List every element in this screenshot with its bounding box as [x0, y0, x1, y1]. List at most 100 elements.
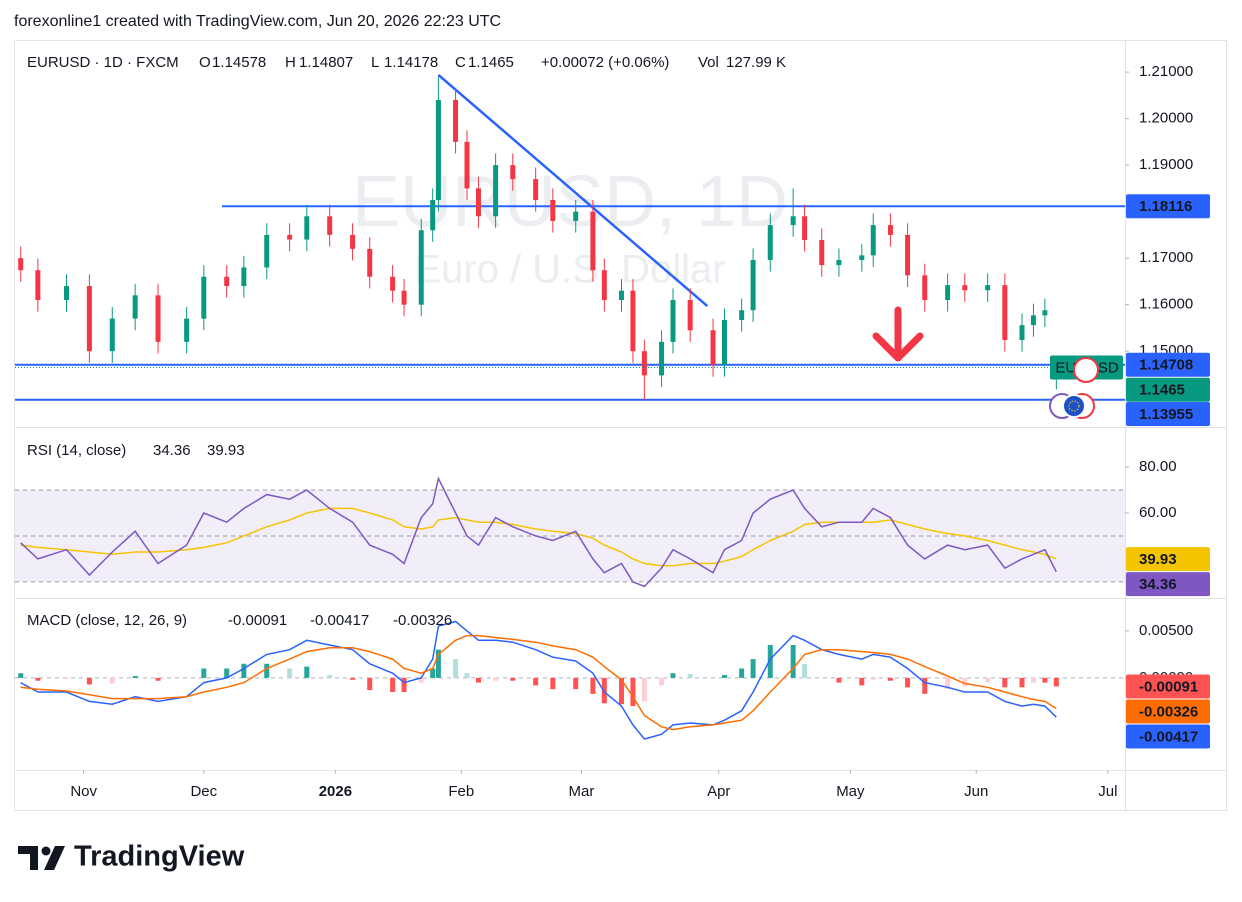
- histogram-bar: [435, 649, 441, 678]
- histogram-bar: [86, 677, 92, 685]
- histogram-bar: [721, 675, 727, 678]
- price-tag-bg: [1126, 547, 1210, 572]
- histogram-bar: [510, 677, 516, 681]
- histogram-bar: [1053, 677, 1059, 687]
- histogram-bar: [464, 673, 470, 678]
- price-tag: 1.1465: [1139, 382, 1185, 399]
- ohlc-label: H: [285, 54, 296, 71]
- candle-body: [945, 285, 951, 301]
- candle-body: [224, 276, 230, 287]
- histogram-bar: [287, 668, 293, 678]
- rsi-line: [20, 507, 1057, 567]
- chart-frame: [14, 40, 1227, 811]
- candle-body: [739, 310, 745, 321]
- x-tick-label: Jun: [964, 783, 988, 800]
- candle-body: [241, 267, 247, 287]
- histogram-bar: [641, 677, 647, 702]
- histogram-bar: [367, 677, 373, 691]
- histogram-bar: [590, 677, 596, 694]
- histogram-bar: [327, 675, 333, 678]
- price-tag-bg: [1126, 699, 1210, 724]
- candle-body: [859, 255, 865, 261]
- candle-body: [710, 330, 716, 366]
- candle-body: [350, 234, 356, 249]
- candle-body: [430, 200, 436, 231]
- candle-body: [109, 318, 115, 352]
- candle-body: [201, 276, 207, 319]
- candle-body: [767, 225, 773, 261]
- histogram-bar: [475, 677, 481, 683]
- indicator-title: RSI (14, close): [27, 442, 126, 459]
- candle-body: [962, 285, 968, 291]
- price-tag: 1.13955: [1139, 406, 1193, 423]
- trendline: [437, 73, 709, 308]
- price-tag-bg: [1126, 352, 1210, 377]
- change: +0.00072 (+0.06%): [541, 54, 669, 71]
- histogram-bar: [453, 659, 459, 678]
- candle-body: [453, 100, 459, 142]
- brand-logo: TradingView: [18, 841, 245, 873]
- x-tick-label: Feb: [448, 783, 474, 800]
- candle-body: [870, 225, 876, 256]
- histogram-bar: [1002, 677, 1008, 688]
- histogram-bar: [659, 677, 665, 686]
- brand: TradingView: [74, 841, 245, 873]
- candle-body: [1019, 325, 1025, 341]
- y-tick-label: 1.21000: [1139, 63, 1193, 80]
- price-tag-bg: [1126, 194, 1210, 219]
- x-tick-label: Nov: [70, 783, 97, 800]
- histogram-bar: [550, 677, 556, 690]
- candle-body: [836, 260, 842, 266]
- x-tick-label: Apr: [707, 783, 730, 800]
- histogram-bar: [18, 673, 24, 678]
- chart-layer: 1.210001.200001.190001.180001.170001.160…: [15, 54, 1210, 800]
- candle-body: [63, 286, 69, 301]
- price-tag: 1.18116: [1139, 198, 1192, 215]
- macd-line: [20, 620, 1057, 740]
- volume-label: Vol: [698, 54, 719, 71]
- histogram-bar: [836, 677, 842, 683]
- histogram-bar: [533, 677, 539, 686]
- candle-body: [418, 230, 424, 305]
- candle-body: [750, 260, 756, 311]
- price-tag-bg: [1126, 377, 1210, 402]
- price-tag-bg: [1126, 572, 1210, 597]
- watermark-description: Euro / U.S. Dollar: [414, 248, 725, 292]
- candle-body: [590, 211, 596, 271]
- volume-value: 127.99 K: [726, 54, 786, 71]
- watermark: EURUSD, 1D: [352, 162, 788, 242]
- candle-body: [435, 100, 441, 201]
- candle-body: [184, 318, 190, 342]
- x-tick-label: May: [836, 783, 865, 800]
- x-tick-label: Mar: [569, 783, 595, 800]
- candle-body: [264, 234, 270, 268]
- candle-body: [1002, 285, 1008, 341]
- histogram-bar: [350, 677, 356, 680]
- ohlc-value: 1.14178: [384, 54, 438, 71]
- candle-body: [887, 225, 893, 235]
- histogram-bar: [1019, 677, 1025, 688]
- price-tag-bg: [1126, 402, 1210, 426]
- histogram-bar: [905, 677, 911, 688]
- candle-body: [155, 295, 161, 342]
- symbol: EURUSD · 1D · FXCM: [27, 54, 179, 71]
- histogram-bar: [390, 677, 396, 692]
- price-tag: 1.14708: [1139, 357, 1193, 374]
- candle-body: [905, 234, 911, 276]
- histogram-bar: [1042, 677, 1048, 683]
- ohlc-label: L: [371, 54, 379, 71]
- candle-body: [659, 341, 665, 376]
- candle-body: [670, 300, 676, 342]
- y-tick-label: 60.00: [1139, 504, 1177, 521]
- histogram-bar: [401, 677, 407, 692]
- histogram-bar: [35, 677, 41, 681]
- candle-body: [367, 248, 373, 277]
- candle-body: [304, 216, 310, 240]
- candle-body: [550, 200, 556, 221]
- price-tag: 34.36: [1139, 576, 1177, 593]
- down-arrow: [872, 306, 924, 362]
- candle-body: [1030, 315, 1036, 326]
- candle-body: [401, 290, 407, 305]
- price-tag: -0.00326: [1139, 703, 1198, 720]
- candle-body: [533, 179, 539, 201]
